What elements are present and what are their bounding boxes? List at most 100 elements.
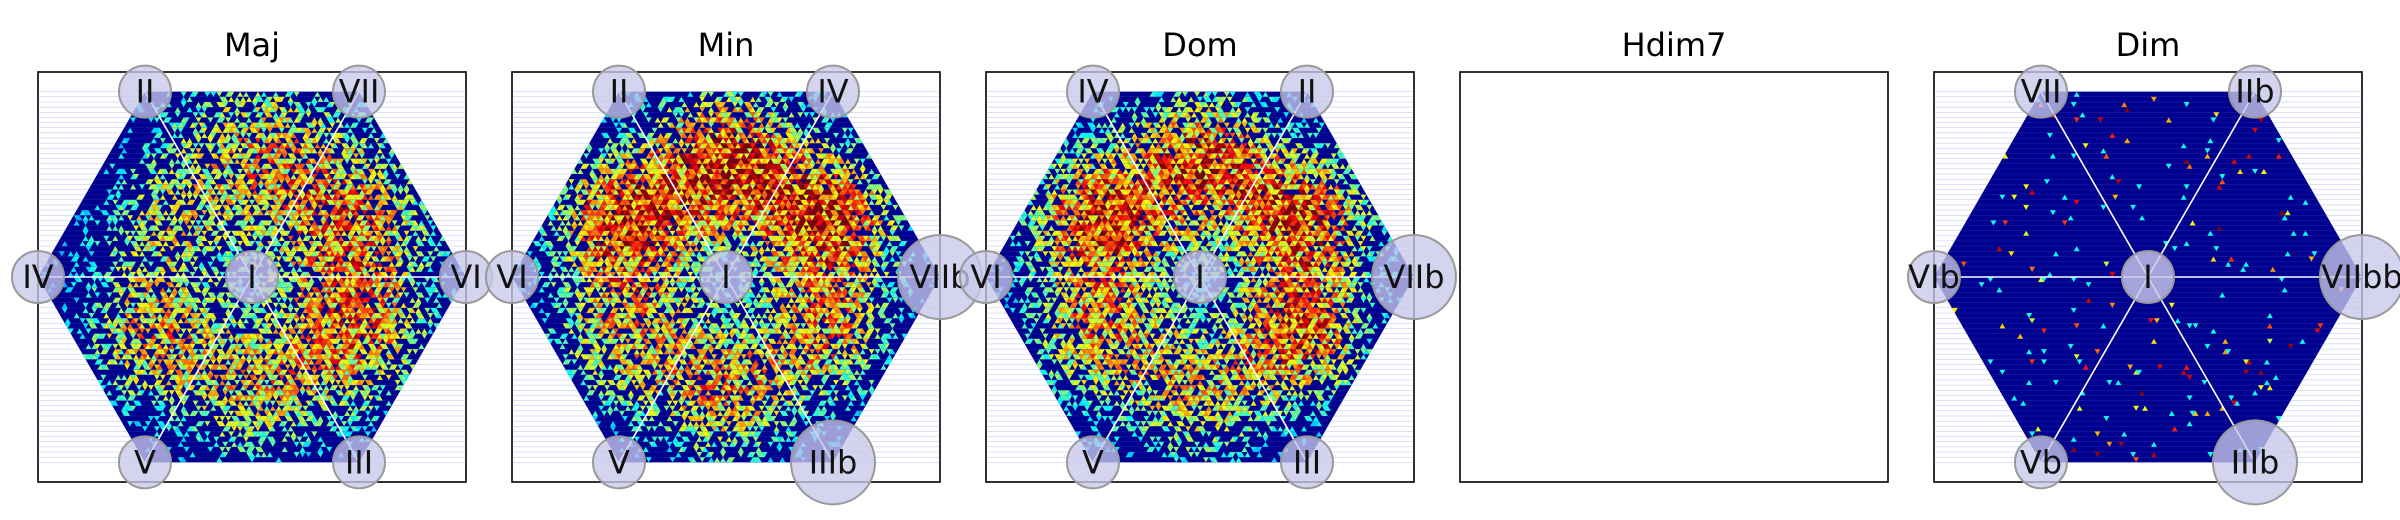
cell <box>607 256 614 262</box>
cell <box>293 148 300 154</box>
cell <box>118 215 125 221</box>
cell <box>364 302 371 308</box>
cell <box>604 148 611 154</box>
cell <box>589 318 596 324</box>
cell <box>252 385 258 391</box>
cell <box>347 328 354 334</box>
cell <box>388 323 395 329</box>
cell <box>275 132 282 138</box>
cell <box>162 343 169 350</box>
cell <box>136 343 142 350</box>
cell <box>243 143 249 149</box>
cell <box>109 163 116 169</box>
cell <box>356 277 362 283</box>
cell <box>198 143 205 149</box>
cell <box>165 282 172 288</box>
cell <box>370 266 377 272</box>
cell <box>213 241 220 247</box>
cell <box>186 302 193 308</box>
cell <box>308 194 315 200</box>
cell <box>660 117 667 123</box>
cell <box>293 452 300 458</box>
cell <box>257 359 264 365</box>
cell <box>577 194 584 200</box>
cell <box>535 241 542 247</box>
cell <box>359 168 365 174</box>
cell <box>580 199 587 205</box>
cell <box>237 343 244 350</box>
cell <box>326 374 333 380</box>
cell <box>350 132 356 138</box>
cell <box>335 261 342 267</box>
cell <box>118 328 125 334</box>
cell <box>290 271 297 277</box>
cell <box>284 143 291 149</box>
cell <box>359 204 365 211</box>
cell <box>299 354 306 360</box>
cell <box>353 210 359 216</box>
cell <box>657 184 664 190</box>
cell <box>394 282 401 288</box>
cell <box>237 441 244 447</box>
cell <box>272 96 279 102</box>
cell <box>598 179 605 185</box>
cell <box>177 374 184 380</box>
cell <box>216 184 223 190</box>
cell <box>255 395 261 401</box>
cell <box>106 194 113 200</box>
cell <box>243 220 249 226</box>
cell <box>370 241 377 247</box>
cell <box>213 323 220 329</box>
cell <box>174 153 181 159</box>
cell <box>207 390 214 396</box>
cell <box>156 328 163 334</box>
cell <box>580 292 587 298</box>
cell <box>266 230 273 236</box>
cell <box>379 143 386 149</box>
cell <box>347 307 354 313</box>
cell <box>338 400 345 406</box>
cell <box>320 143 327 149</box>
cell <box>347 333 354 339</box>
cell <box>412 302 419 308</box>
cell <box>311 307 318 313</box>
cell <box>329 143 336 149</box>
cell <box>222 235 229 241</box>
cell <box>400 380 407 386</box>
cell <box>177 225 184 231</box>
cell <box>364 246 371 252</box>
cell <box>565 235 572 241</box>
cell <box>240 307 247 313</box>
cell <box>583 230 590 236</box>
cell <box>633 210 640 216</box>
cell <box>589 163 596 169</box>
cell <box>246 416 252 422</box>
cell <box>228 364 235 370</box>
cell <box>174 251 181 257</box>
cell <box>272 364 279 370</box>
cell <box>562 323 569 329</box>
cell <box>308 261 315 267</box>
cell <box>127 405 134 411</box>
cell <box>329 225 336 231</box>
cell <box>344 395 351 401</box>
cell <box>204 323 211 329</box>
cell <box>373 277 380 283</box>
cell <box>314 374 321 380</box>
cell <box>379 225 386 231</box>
cell <box>353 359 359 365</box>
cell <box>574 313 581 319</box>
cell <box>278 127 285 133</box>
cell <box>323 261 330 267</box>
cell <box>228 179 235 185</box>
cell <box>350 390 356 396</box>
cell <box>243 235 249 241</box>
cell <box>379 246 386 252</box>
cell <box>308 390 315 396</box>
cell <box>246 225 252 231</box>
cell <box>329 122 336 128</box>
cell <box>577 297 584 303</box>
cell <box>616 251 622 257</box>
cell <box>296 127 303 133</box>
cell <box>156 251 163 257</box>
